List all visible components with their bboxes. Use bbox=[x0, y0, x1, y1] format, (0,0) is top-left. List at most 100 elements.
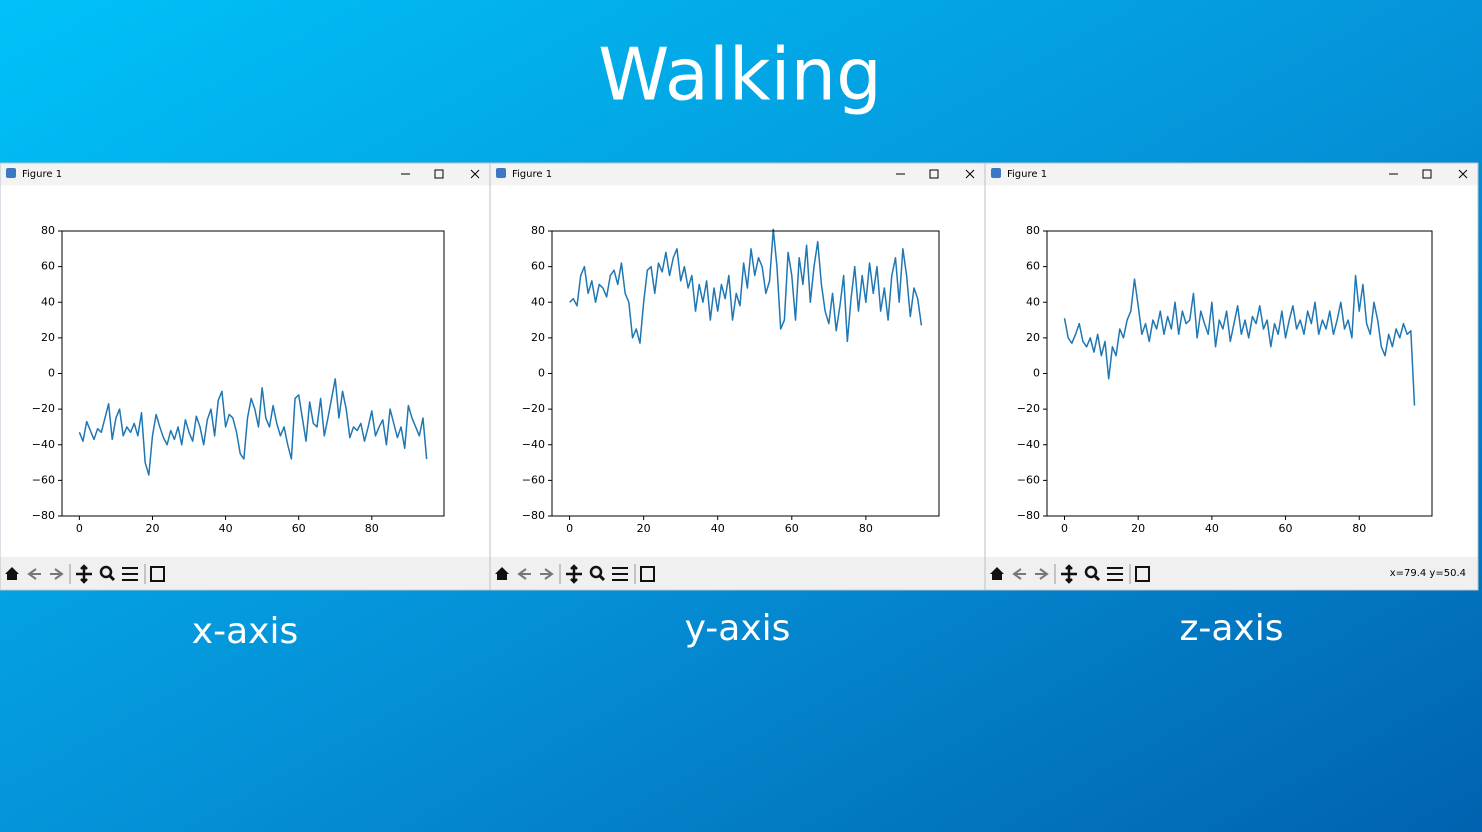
zoom-button[interactable] bbox=[99, 565, 113, 579]
y-tick-label: 0 bbox=[48, 367, 55, 380]
x-tick-label: 80 bbox=[1352, 522, 1366, 535]
data-line bbox=[569, 228, 923, 344]
pan-button[interactable] bbox=[566, 564, 582, 584]
data-line bbox=[1063, 274, 1416, 406]
zoom-button[interactable] bbox=[1084, 565, 1098, 579]
y-tick-label: −80 bbox=[32, 509, 55, 522]
y-tick-label: −80 bbox=[522, 509, 545, 522]
plot-area bbox=[78, 378, 428, 476]
y-tick-label: 20 bbox=[531, 331, 545, 344]
window-frame bbox=[984, 162, 1479, 591]
y-tick-label: 20 bbox=[41, 331, 55, 344]
x-tick-label: 60 bbox=[785, 522, 799, 535]
home-button[interactable] bbox=[990, 567, 1004, 580]
y-tick-label: 40 bbox=[1026, 295, 1040, 308]
axes-frame bbox=[551, 230, 940, 517]
window-icon bbox=[496, 168, 506, 178]
window-icon bbox=[991, 168, 1001, 178]
y-tick-label: 60 bbox=[1026, 260, 1040, 273]
y-tick-label: −40 bbox=[32, 438, 55, 451]
y-tick-label: 80 bbox=[41, 224, 55, 237]
x-tick-label: 60 bbox=[1279, 522, 1293, 535]
plot: −80 −60 −40 −20 0 20 40 60 80 0 20 40 60 80 bbox=[32, 224, 445, 535]
y-tick-label: −60 bbox=[1017, 473, 1040, 486]
axes-frame bbox=[1046, 230, 1433, 517]
window-caption: z-axis bbox=[1179, 608, 1283, 649]
maximize-button[interactable] bbox=[1422, 169, 1432, 179]
configure-button[interactable] bbox=[122, 567, 138, 581]
y-tick-label: 0 bbox=[1033, 367, 1040, 380]
y-tick-label: 20 bbox=[1026, 331, 1040, 344]
status-text: x=79.4 y=50.4 bbox=[1390, 568, 1466, 579]
window-frame bbox=[0, 162, 491, 591]
window-icon bbox=[6, 168, 16, 178]
forward-button[interactable] bbox=[50, 568, 64, 580]
x-tick-label: 20 bbox=[145, 522, 159, 535]
x-tick-label: 60 bbox=[292, 522, 306, 535]
x-tick-label: 80 bbox=[365, 522, 379, 535]
y-tick-label: 40 bbox=[41, 295, 55, 308]
x-tick-label: 40 bbox=[1205, 522, 1219, 535]
data-line bbox=[78, 378, 428, 476]
x-tick-label: 40 bbox=[711, 522, 725, 535]
toolbar bbox=[490, 557, 985, 589]
axes-frame bbox=[61, 230, 445, 517]
home-button[interactable] bbox=[5, 567, 19, 580]
back-button[interactable] bbox=[27, 568, 41, 580]
y-tick-label: −20 bbox=[1017, 402, 1040, 415]
save-button[interactable] bbox=[640, 566, 655, 582]
home-button[interactable] bbox=[495, 567, 509, 580]
forward-button[interactable] bbox=[1035, 568, 1049, 580]
configure-button[interactable] bbox=[612, 567, 628, 581]
maximize-button[interactable] bbox=[434, 169, 444, 179]
figure-window: Figure 1 bbox=[489, 162, 986, 591]
plot: −80 −60 −40 −20 0 20 40 60 80 0 20 40 60 80 bbox=[1017, 224, 1433, 535]
title-bar bbox=[985, 163, 1478, 186]
y-tick-label: 40 bbox=[531, 295, 545, 308]
x-tick-label: 20 bbox=[637, 522, 651, 535]
y-tick-label: 60 bbox=[531, 260, 545, 273]
pan-button[interactable] bbox=[76, 564, 92, 584]
window-caption: y-axis bbox=[685, 608, 791, 649]
title-bar bbox=[490, 163, 985, 186]
window-title: Figure 1 bbox=[22, 169, 62, 180]
plot: −80 −60 −40 −20 0 20 40 60 80 0 20 40 60 80 bbox=[522, 224, 940, 535]
close-button[interactable] bbox=[470, 169, 480, 179]
figure-window: Figure 1 x=79.4 y=50.4 bbox=[984, 162, 1479, 591]
y-tick-label: 60 bbox=[41, 260, 55, 273]
toolbar bbox=[0, 557, 490, 589]
configure-button[interactable] bbox=[1107, 567, 1123, 581]
window-frame bbox=[489, 162, 986, 591]
x-tick-label: 0 bbox=[1061, 522, 1068, 535]
close-button[interactable] bbox=[1458, 169, 1468, 179]
y-tick-label: 0 bbox=[538, 367, 545, 380]
x-tick-label: 20 bbox=[1131, 522, 1145, 535]
y-tick-label: −20 bbox=[522, 402, 545, 415]
y-tick-label: −60 bbox=[522, 473, 545, 486]
save-button[interactable] bbox=[1135, 566, 1150, 582]
x-tick-label: 40 bbox=[219, 522, 233, 535]
maximize-button[interactable] bbox=[929, 169, 939, 179]
slide-title: Walking bbox=[598, 33, 882, 117]
window-title: Figure 1 bbox=[512, 169, 552, 180]
back-button[interactable] bbox=[517, 568, 531, 580]
pan-button[interactable] bbox=[1061, 564, 1077, 584]
plot-area bbox=[1063, 274, 1416, 406]
plot-area bbox=[569, 228, 923, 344]
y-tick-label: −80 bbox=[1017, 509, 1040, 522]
zoom-handle bbox=[108, 574, 116, 582]
save-button[interactable] bbox=[150, 566, 165, 582]
forward-button[interactable] bbox=[540, 568, 554, 580]
zoom-button[interactable] bbox=[589, 565, 603, 579]
x-tick-label: 0 bbox=[76, 522, 83, 535]
close-button[interactable] bbox=[965, 169, 975, 179]
y-tick-label: −40 bbox=[522, 438, 545, 451]
back-button[interactable] bbox=[1012, 568, 1026, 580]
y-tick-label: −20 bbox=[32, 402, 55, 415]
window-title: Figure 1 bbox=[1007, 169, 1047, 180]
zoom-handle bbox=[1093, 574, 1101, 582]
title-bar bbox=[0, 163, 490, 186]
zoom-handle bbox=[598, 574, 606, 582]
